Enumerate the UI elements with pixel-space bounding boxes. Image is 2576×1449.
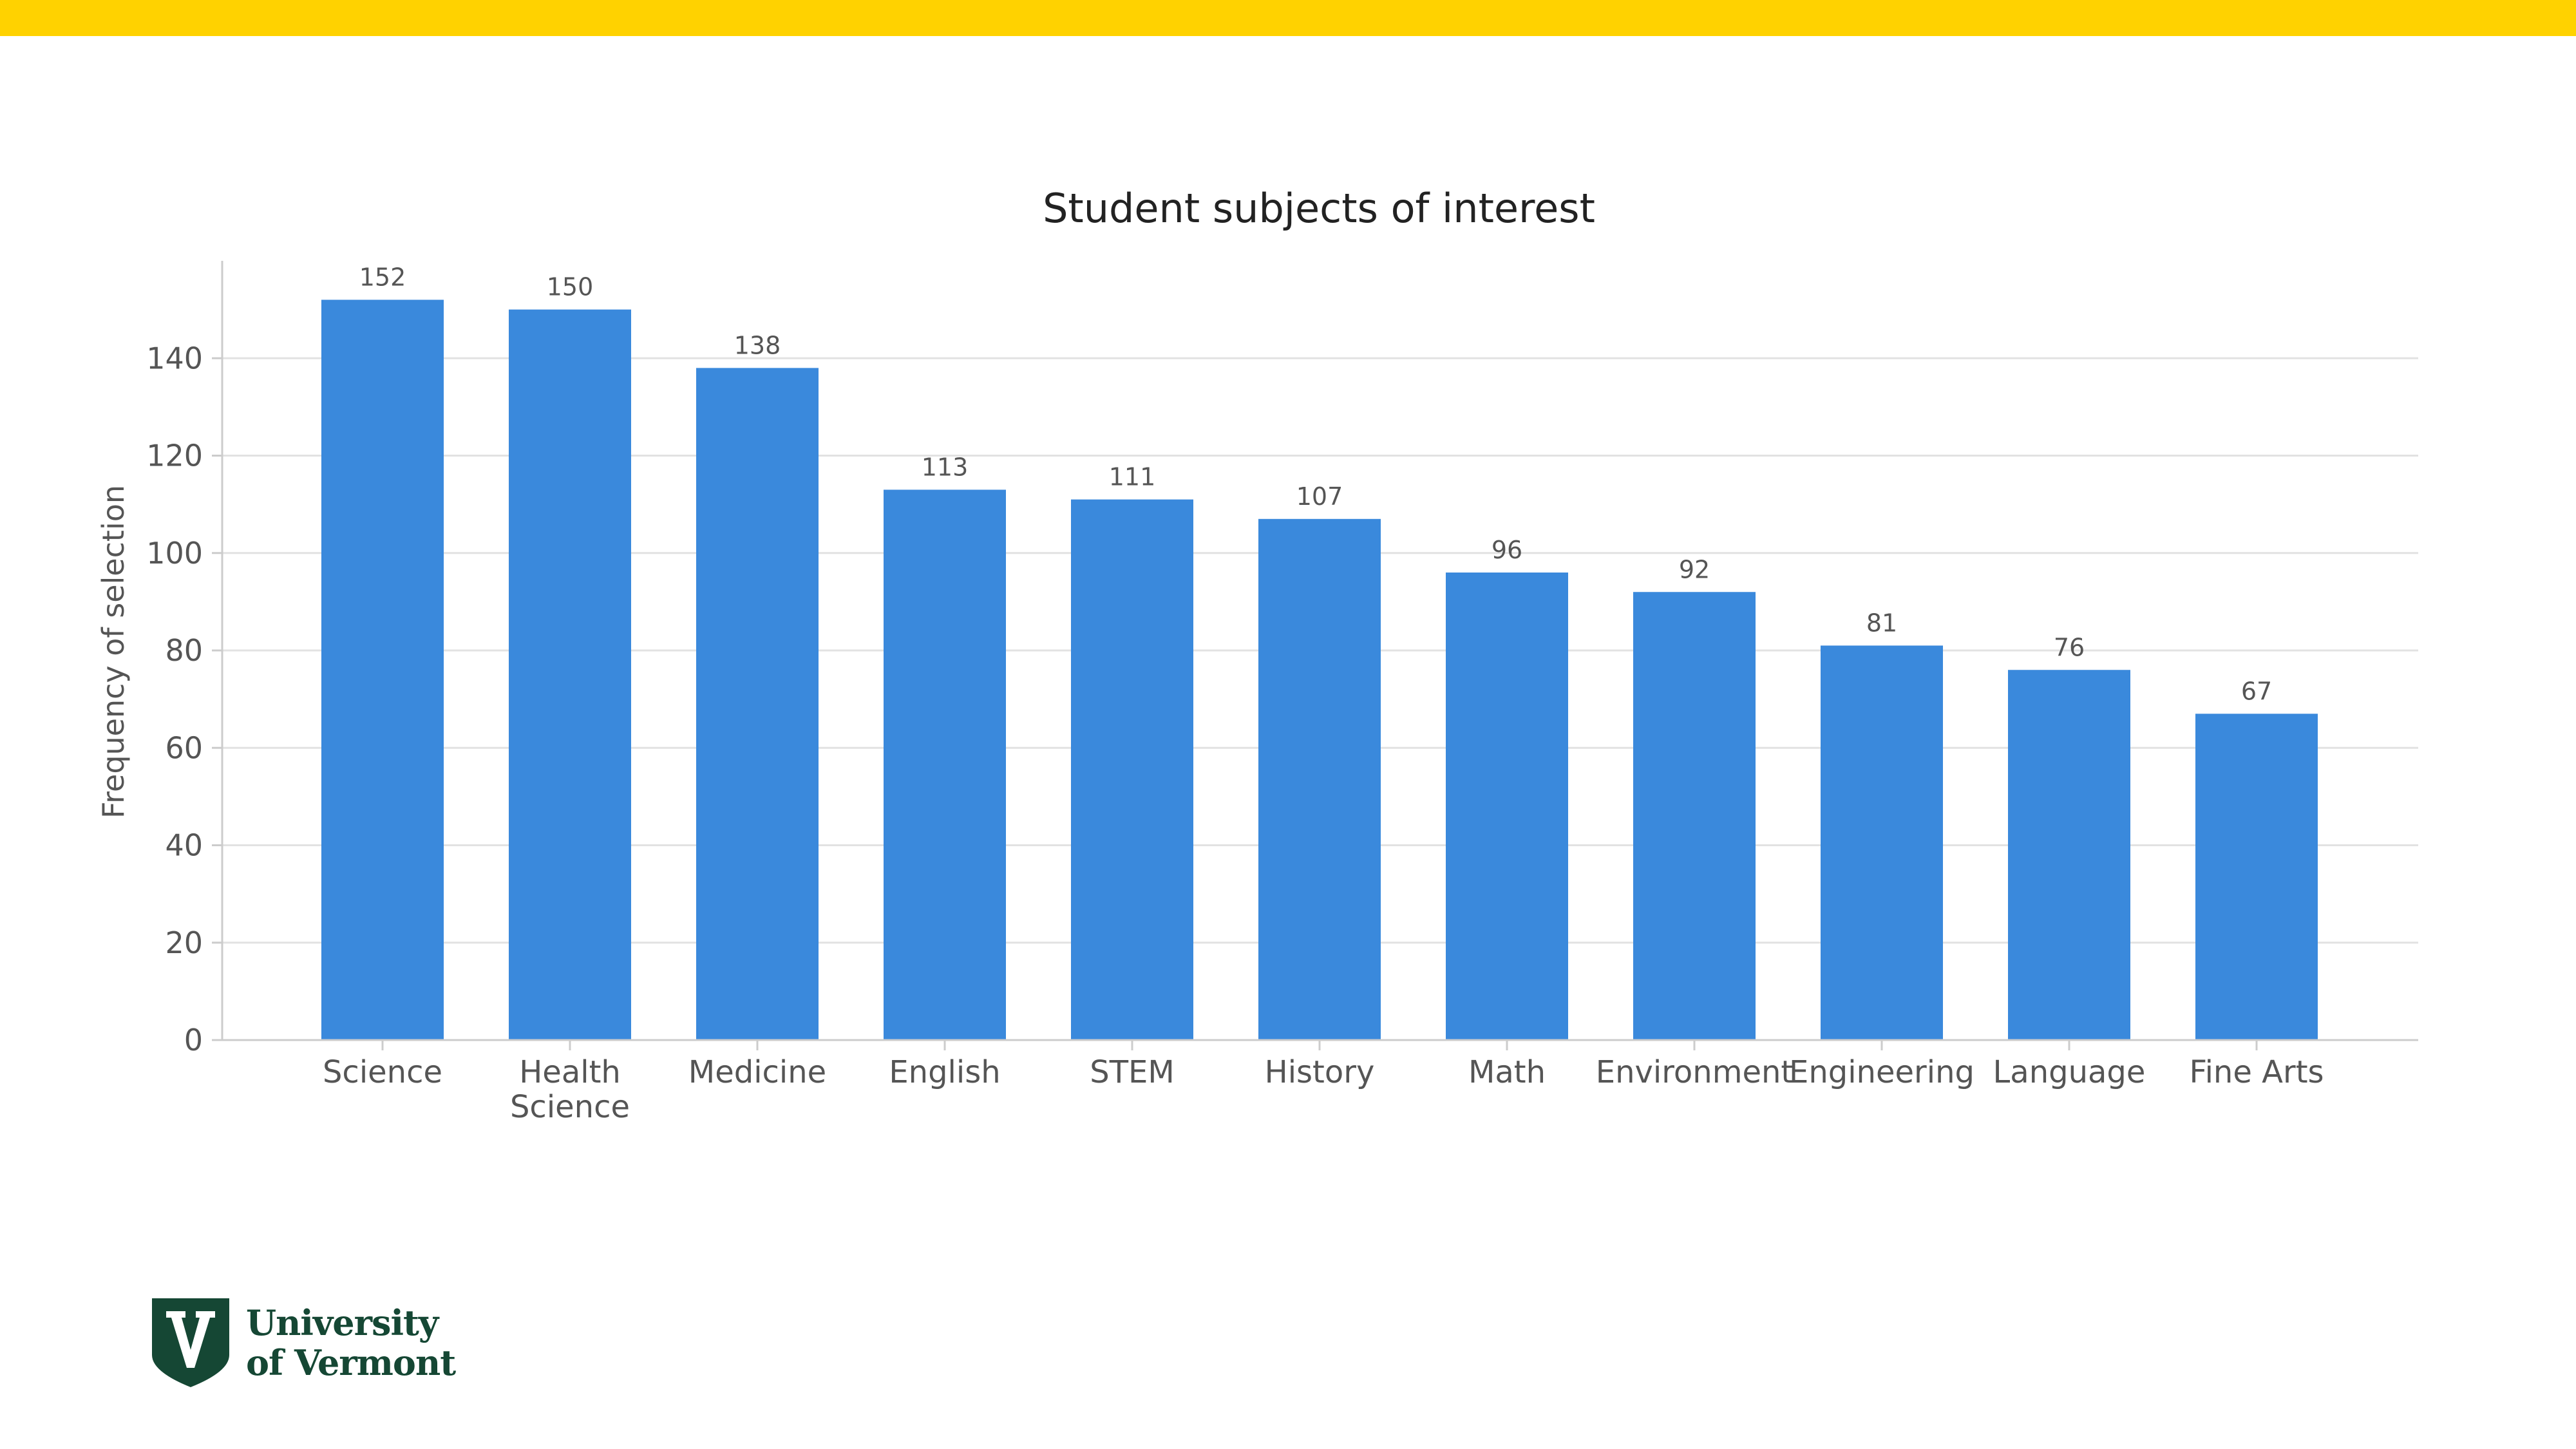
logo-wordmark: University of Vermont	[246, 1302, 456, 1383]
bar	[509, 309, 631, 1040]
y-tick-label: 40	[165, 828, 203, 863]
data-label: 67	[2241, 677, 2272, 705]
top-accent-bar	[0, 0, 2576, 36]
data-label: 150	[547, 273, 594, 301]
x-tick-label: Fine Arts	[2189, 1054, 2324, 1090]
x-tick-label: Language	[1993, 1054, 2146, 1090]
logo-line-2: of Vermont	[246, 1342, 456, 1383]
bar	[2008, 670, 2130, 1040]
bar	[1633, 592, 1756, 1040]
bars	[321, 299, 2318, 1040]
x-tick-label: Science	[323, 1054, 442, 1090]
bar	[321, 299, 444, 1040]
bar	[1258, 518, 1381, 1040]
x-tick-label: English	[889, 1054, 1000, 1090]
bar	[1446, 573, 1568, 1040]
y-tick-label: 60	[165, 730, 203, 765]
axes	[212, 261, 2418, 1050]
data-label: 111	[1109, 463, 1156, 491]
bar	[2195, 714, 2318, 1040]
x-tick-label: Engineering	[1789, 1054, 1975, 1090]
data-label: 96	[1492, 536, 1522, 564]
uvm-shield-icon	[152, 1298, 229, 1387]
bar	[1071, 499, 1193, 1040]
bar	[884, 489, 1006, 1040]
y-axis-title: Frequency of selection	[96, 485, 131, 819]
data-label: 138	[734, 331, 781, 359]
x-tick-label: Math	[1468, 1054, 1546, 1090]
data-label: 152	[359, 263, 406, 292]
x-tick-label: Health Science	[510, 1054, 630, 1125]
data-label: 113	[922, 453, 969, 481]
x-tick-label: History	[1265, 1054, 1375, 1090]
chart-title: Student subjects of interest	[1043, 185, 1595, 232]
university-logo: University of Vermont	[149, 1296, 456, 1390]
y-tick-label: 140	[146, 341, 203, 375]
logo-line-1: University	[246, 1302, 439, 1343]
y-tick-label: 80	[165, 633, 203, 668]
data-label: 92	[1679, 555, 1710, 583]
x-tick-label: STEM	[1090, 1054, 1175, 1090]
labels: 0 20 40 60 80 100 120 140 152 Science 150 Health Sci…	[146, 263, 2324, 1126]
y-tick-label: 100	[146, 536, 203, 571]
x-tick-label: Environment	[1596, 1054, 1794, 1090]
x-tick-label: Medicine	[688, 1054, 826, 1090]
bar	[1821, 645, 1943, 1040]
data-label: 107	[1296, 482, 1343, 511]
y-tick-label: 120	[146, 439, 203, 473]
y-tick-label: 0	[184, 1023, 203, 1057]
data-label: 81	[1866, 609, 1897, 637]
y-tick-label: 20	[165, 925, 203, 960]
data-label: 76	[2054, 633, 2085, 661]
bar	[696, 368, 819, 1040]
